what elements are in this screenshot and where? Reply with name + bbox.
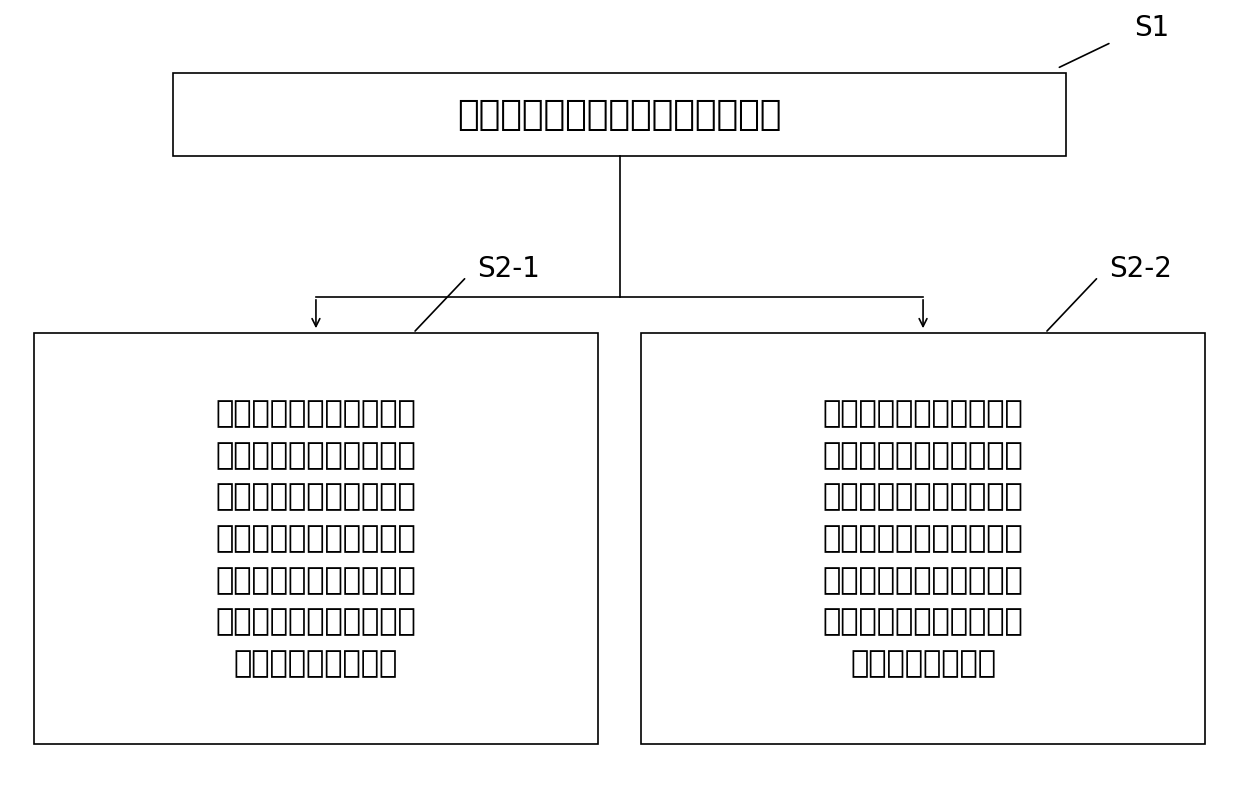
Text: S2-2: S2-2: [1109, 255, 1172, 284]
FancyBboxPatch shape: [642, 333, 1204, 744]
Text: S1: S1: [1134, 13, 1168, 42]
Text: 所述当前风速档位为第一
风档，在所述冷凝器盘管
温度高于第一冷凝器盘管
中部温度阀値且持续第一
预设时长的条件下，控制
所述室内风机由所述第一
风档降低至第二风: 所述当前风速档位为第一 风档，在所述冷凝器盘管 温度高于第一冷凝器盘管 中部温度…: [216, 399, 416, 678]
Text: 当所述当前风速档位为第
二风档，在所述冷凝器盘
管温度高于第二冷凝器盘
管温度鄀値且持续第一预
设时长的条件下，控制所
述室内风机由所述第二风
档降低至第三风档: 当所述当前风速档位为第 二风档，在所述冷凝器盘 管温度高于第二冷凝器盘 管温度鄀…: [823, 399, 1023, 678]
Text: 制冷条件下，获取冷凝器盘管温度: 制冷条件下，获取冷凝器盘管温度: [457, 98, 782, 131]
FancyBboxPatch shape: [33, 333, 597, 744]
Text: S2-1: S2-1: [477, 255, 540, 284]
FancyBboxPatch shape: [173, 73, 1066, 156]
